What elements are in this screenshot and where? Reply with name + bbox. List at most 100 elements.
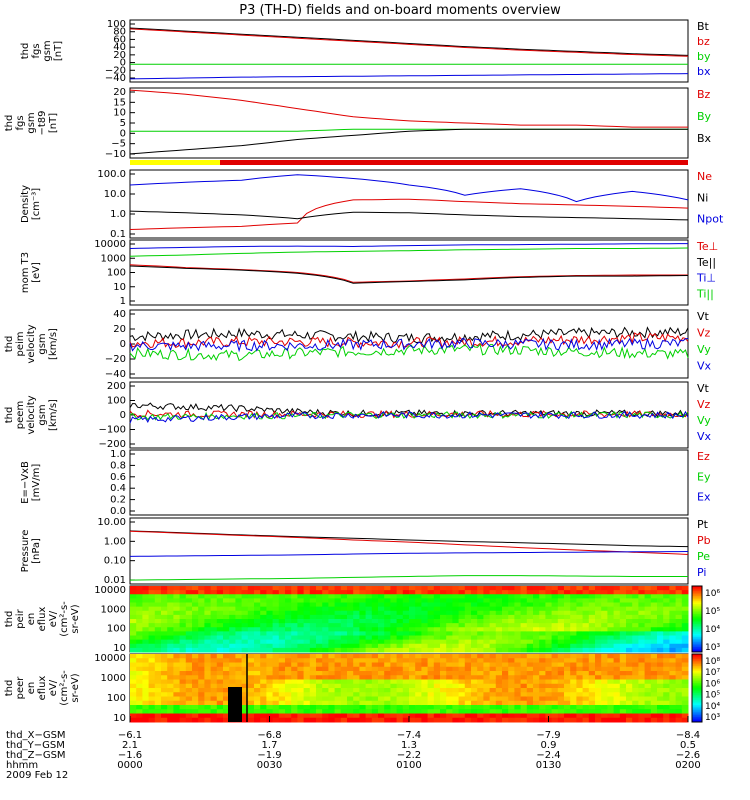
- heatmap-cell: [415, 675, 422, 680]
- heatmap-cell: [681, 647, 689, 653]
- heatmap-cell: [309, 602, 317, 608]
- heatmap-cell: [502, 602, 509, 608]
- heatmap-cell: [539, 709, 546, 714]
- heatmap-cell: [278, 666, 286, 672]
- heatmap-cell: [619, 639, 627, 645]
- heatmap-cell: [601, 594, 608, 599]
- heatmap-cell: [508, 666, 515, 672]
- heatmap-cell: [409, 627, 416, 632]
- heatmap-cell: [285, 679, 292, 685]
- heatmap-cell: [681, 614, 689, 620]
- heatmap-cell: [210, 700, 218, 706]
- heatmap-cell: [161, 671, 168, 676]
- heatmap-cell: [526, 619, 534, 624]
- colorbar-cell: [692, 599, 702, 602]
- heatmap-cell: [570, 654, 577, 659]
- heatmap-cell: [210, 635, 218, 641]
- heatmap-cell: [650, 705, 658, 710]
- heatmap-cell: [334, 700, 342, 706]
- heatmap-cell: [297, 610, 305, 616]
- heatmap-cell: [396, 662, 404, 668]
- heatmap-cell: [502, 683, 509, 689]
- heatmap-cell: [632, 683, 639, 689]
- heatmap-cell: [365, 586, 373, 591]
- heatmap-cell: [378, 586, 385, 591]
- heatmap-cell: [247, 623, 255, 628]
- heatmap-cell: [508, 610, 515, 616]
- heatmap-cell: [576, 602, 584, 608]
- heatmap-cell: [216, 623, 224, 628]
- heatmap-cell: [626, 679, 633, 685]
- heatmap-cell: [142, 610, 150, 616]
- heatmap-cell: [446, 594, 453, 599]
- legend-Pe: Pe: [697, 550, 710, 563]
- heatmap-cell: [452, 623, 460, 628]
- heatmap-cell: [458, 700, 466, 706]
- colorbar-cell: [692, 630, 702, 633]
- heatmap-cell: [260, 610, 267, 616]
- series-line-Pt: [129, 530, 689, 548]
- heatmap-cell: [266, 614, 274, 620]
- heatmap-cell: [458, 679, 466, 685]
- heatmap-cell: [136, 679, 143, 685]
- heatmap-cell: [235, 683, 243, 689]
- heatmap-cell: [409, 679, 416, 685]
- heatmap-cell: [657, 662, 664, 668]
- heatmap-cell: [210, 662, 218, 668]
- heatmap-cell: [198, 631, 205, 636]
- heatmap-cell: [464, 658, 472, 663]
- heatmap-cell: [384, 683, 391, 689]
- heatmap-cell: [210, 590, 218, 595]
- heatmap-cell: [545, 679, 553, 685]
- heatmap-cell: [545, 666, 553, 672]
- heatmap-cell: [179, 594, 187, 599]
- heatmap-cell: [353, 639, 360, 645]
- heatmap-cell: [576, 614, 584, 620]
- heatmap-cell: [204, 643, 212, 649]
- heatmap-cell: [514, 602, 522, 608]
- heatmap-cell: [179, 696, 187, 702]
- heatmap-cell: [396, 658, 404, 663]
- heatmap-cell: [588, 675, 596, 680]
- heatmap-cell: [557, 614, 565, 620]
- heatmap-cell: [334, 717, 342, 723]
- heatmap-cell: [297, 679, 305, 685]
- heatmap-cell: [340, 688, 348, 693]
- heatmap-cell: [328, 683, 336, 689]
- heatmap-cell: [216, 594, 224, 599]
- colorbar-label: 10³: [705, 643, 720, 653]
- heatmap-cell: [161, 602, 168, 608]
- heatmap-cell: [229, 631, 236, 636]
- y-tick-label: 0.8: [110, 460, 126, 471]
- heatmap-cell: [378, 619, 385, 624]
- heatmap-cell: [483, 666, 491, 672]
- heatmap-cell: [235, 654, 243, 659]
- heatmap-cell: [198, 623, 205, 628]
- heatmap-cell: [142, 598, 150, 603]
- heatmap-cell: [669, 627, 677, 632]
- heatmap-cell: [148, 586, 156, 591]
- heatmap-cell: [427, 666, 435, 672]
- heatmap-cell: [167, 717, 174, 723]
- heatmap-cell: [545, 671, 553, 676]
- series-line-Ti⊥: [129, 243, 688, 249]
- heatmap-cell: [433, 586, 441, 591]
- heatmap-cell: [260, 623, 267, 628]
- heatmap-cell: [657, 688, 664, 693]
- heatmap-cell: [619, 654, 627, 659]
- heatmap-cell: [415, 683, 422, 689]
- heatmap-cell: [582, 717, 590, 723]
- heatmap-cell: [309, 627, 317, 632]
- heatmap-cell: [576, 598, 584, 603]
- heatmap-cell: [198, 619, 205, 624]
- heatmap-cell: [235, 623, 243, 628]
- heatmap-cell: [291, 700, 298, 706]
- heatmap-cell: [204, 627, 212, 632]
- heatmap-cell: [613, 631, 621, 636]
- heatmap-cell: [464, 590, 472, 595]
- heatmap-cell: [192, 679, 199, 685]
- heatmap-cell: [607, 654, 615, 659]
- heatmap-cell: [415, 662, 422, 668]
- heatmap-cell: [173, 713, 181, 719]
- heatmap-cell: [198, 610, 205, 616]
